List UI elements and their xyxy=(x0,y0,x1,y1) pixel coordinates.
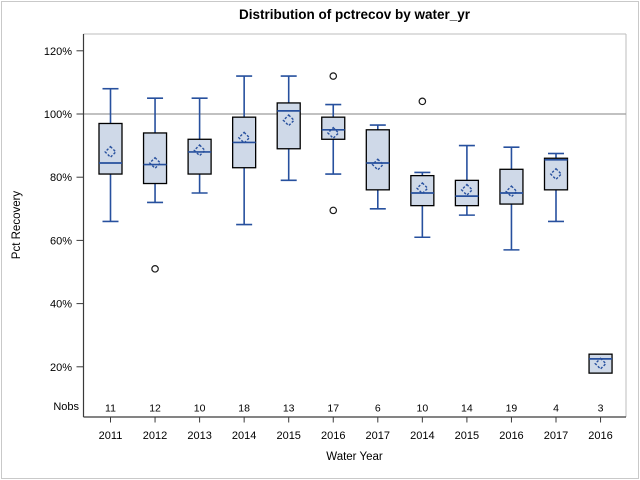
nobs-value: 10 xyxy=(417,403,429,415)
mean-diamond xyxy=(148,156,162,170)
nobs-value: 18 xyxy=(238,403,250,415)
outlier-point xyxy=(151,265,159,273)
mean-diamond xyxy=(594,357,607,370)
iqr-box xyxy=(543,157,569,191)
y-tick-label: 20% xyxy=(50,362,72,374)
x-tick-label-year: 2017 xyxy=(366,430,390,442)
box-group-2014-7 xyxy=(410,97,435,239)
box-group-2016-11 xyxy=(588,353,613,374)
mean-diamond xyxy=(460,183,474,197)
mean-diamond xyxy=(416,181,429,195)
nobs-value: 17 xyxy=(327,403,339,415)
x-tick-label-year: 2013 xyxy=(187,430,211,442)
box-group-2016-9 xyxy=(499,146,524,251)
mean-diamond xyxy=(326,126,340,140)
box-group-2017-10 xyxy=(543,152,569,223)
nobs-value: 14 xyxy=(461,403,473,415)
iqr-box xyxy=(410,174,435,207)
x-axis-label: Water Year xyxy=(326,451,383,463)
x-tick-label-year: 2015 xyxy=(455,430,479,442)
y-tick-label: 60% xyxy=(50,235,72,247)
nobs-value: 11 xyxy=(105,403,116,415)
mean-diamond xyxy=(549,167,563,181)
box-group-2012-1 xyxy=(142,97,168,273)
nobs-value: 13 xyxy=(283,403,295,415)
y-tick-label: 100% xyxy=(44,109,72,121)
mean-diamond xyxy=(237,131,251,144)
nobs-value: 4 xyxy=(553,403,559,415)
x-tick-label-year: 2016 xyxy=(588,430,612,442)
nobs-value: 10 xyxy=(194,403,206,415)
outlier-point xyxy=(329,72,338,80)
nobs-value: 6 xyxy=(375,403,381,415)
x-tick-label-year: 2016 xyxy=(321,430,345,442)
x-tick-label-year: 2015 xyxy=(276,430,300,442)
box-group-2011-0 xyxy=(98,87,123,223)
x-tick-label-year: 2016 xyxy=(499,430,523,442)
iqr-box xyxy=(98,122,123,175)
x-tick-label-year: 2014 xyxy=(232,430,256,442)
box-group-2017-6 xyxy=(365,124,390,210)
nobs-value: 19 xyxy=(506,403,518,415)
box-group-2015-8 xyxy=(454,144,480,216)
x-tick-label-year: 2011 xyxy=(99,430,123,442)
nobs-value: 12 xyxy=(149,403,161,415)
outlier-point xyxy=(329,206,338,215)
box-group-2016-5 xyxy=(321,72,346,215)
nobs-value: 3 xyxy=(598,403,604,415)
chart-title: Distribution of pctrecov by water_yr xyxy=(238,7,471,22)
y-tick-label: 80% xyxy=(50,172,72,184)
nobs-row-label: Nobs xyxy=(53,401,79,413)
mean-diamond xyxy=(371,158,385,171)
mean-diamond xyxy=(104,145,117,159)
x-tick-label-year: 2017 xyxy=(544,430,568,442)
mean-diamond xyxy=(505,185,518,198)
y-tick-label: 40% xyxy=(50,299,72,311)
box-group-2013-2 xyxy=(187,97,212,194)
box-group-2014-3 xyxy=(231,75,257,226)
iqr-box xyxy=(454,179,480,207)
x-tick-label-year: 2014 xyxy=(410,430,434,442)
outlier-point xyxy=(418,97,427,106)
iqr-box xyxy=(588,353,613,374)
x-tick-label-year: 2012 xyxy=(143,430,167,442)
y-tick-label: 120% xyxy=(44,46,72,58)
box-group-2015-4 xyxy=(276,75,301,182)
iqr-box xyxy=(276,102,301,150)
iqr-box xyxy=(187,138,212,175)
mean-diamond xyxy=(282,114,295,127)
mean-diamond xyxy=(193,144,206,157)
